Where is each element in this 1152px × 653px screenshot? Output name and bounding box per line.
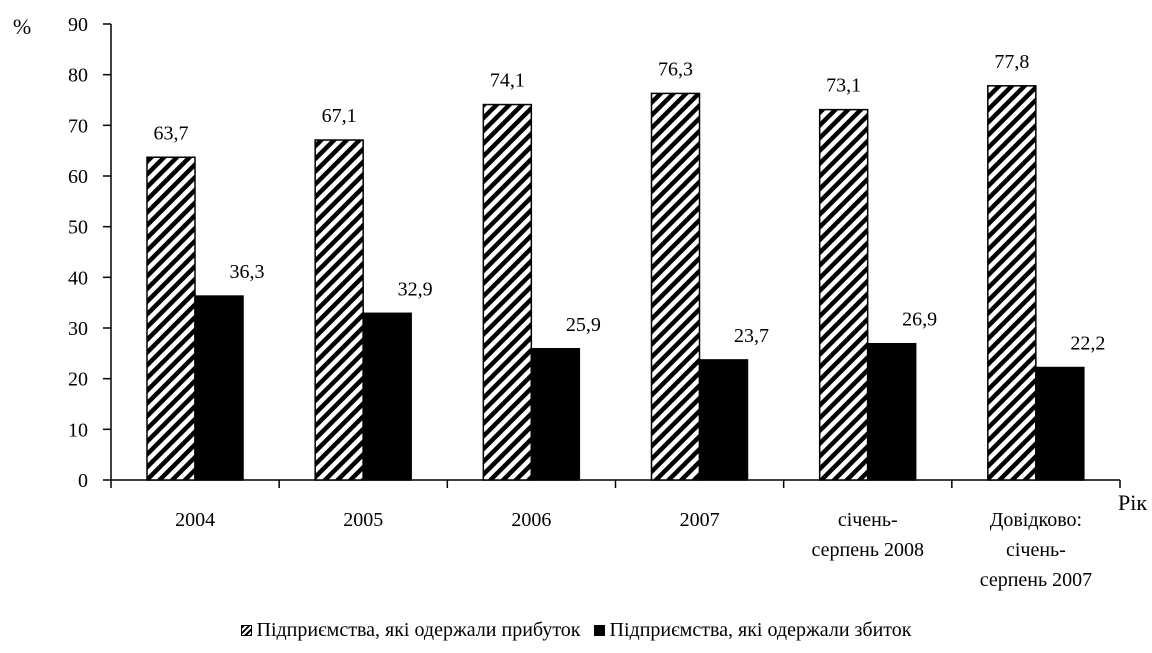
bar-loss: [362, 312, 412, 481]
bar-profit: [314, 139, 364, 481]
data-label-profit: 63,7: [154, 122, 189, 144]
data-label-profit: 67,1: [322, 105, 357, 127]
data-label-loss: 23,7: [734, 325, 769, 347]
x-tick-label: 2004: [175, 509, 215, 531]
y-tick-label: 0: [78, 470, 88, 492]
y-tick-label: 10: [68, 419, 88, 441]
data-label-profit: 76,3: [658, 58, 693, 80]
y-tick-label: 80: [68, 65, 88, 87]
bar-loss: [194, 295, 244, 481]
bar-profit: [818, 108, 869, 481]
x-tick-label: Довідково:: [990, 509, 1082, 531]
legend-label-profit: Підприємства, які одержали прибуток: [256, 619, 581, 641]
y-axis-label: %: [13, 14, 31, 39]
y-tick-label: 60: [68, 166, 88, 188]
solid-swatch-icon: [593, 625, 605, 636]
x-tick-label: серпень 2008: [812, 539, 924, 561]
y-tick-label: 40: [68, 267, 88, 289]
bar-chart: % Рік 0 10 20 30 40 50 60 70 80 90 2004 2005 2006 200…: [13, 14, 1148, 591]
y-tick-label: 30: [68, 318, 88, 340]
bar-profit: [987, 85, 1037, 481]
legend-item-loss: Підприємства, які одержали збиток: [593, 619, 912, 642]
x-tick-label: січень-: [1006, 539, 1066, 561]
data-label-profit: 77,8: [994, 51, 1029, 73]
data-label-loss: 22,2: [1070, 333, 1105, 355]
data-label-profit: 73,1: [826, 75, 861, 97]
bar-loss: [698, 359, 749, 481]
axes: 0 10 20 30 40 50 60 70 80 90 2004 2005 2006 2007 січен…: [68, 14, 1121, 591]
x-tick-label: 2007: [680, 509, 720, 531]
bar-loss: [866, 342, 917, 481]
bar-loss: [530, 348, 581, 481]
x-tick-label: 2006: [511, 509, 551, 531]
bar-profit: [650, 92, 701, 481]
bar-profit: [482, 103, 533, 481]
legend: Підприємства, які одержали прибуток Підп…: [0, 619, 1152, 642]
data-labels: 63,7 67,1 74,1 76,3 73,1 77,8 36,3 32,9 25,9 23,7…: [154, 51, 1106, 355]
x-tick-label: 2005: [343, 509, 383, 531]
legend-label-loss: Підприємства, які одержали збиток: [609, 619, 912, 641]
data-label-loss: 26,9: [902, 309, 937, 331]
data-label-loss: 25,9: [566, 314, 601, 336]
y-tick-label: 50: [68, 217, 88, 239]
y-tick-label: 70: [68, 115, 88, 137]
bar-profit: [146, 156, 196, 481]
x-axis-label: Рік: [1118, 490, 1147, 515]
data-label-profit: 74,1: [490, 70, 525, 92]
data-label-loss: 32,9: [398, 278, 433, 300]
x-tick-label: серпень 2007: [980, 569, 1092, 591]
y-tick-label: 20: [68, 369, 88, 391]
x-tick-label: січень-: [838, 509, 898, 531]
bars: [146, 85, 1085, 481]
bar-loss: [1035, 366, 1085, 481]
hatch-swatch-icon: [240, 625, 252, 636]
data-label-loss: 36,3: [230, 261, 265, 283]
legend-item-profit: Підприємства, які одержали прибуток: [240, 619, 581, 642]
y-tick-label: 90: [68, 14, 88, 36]
